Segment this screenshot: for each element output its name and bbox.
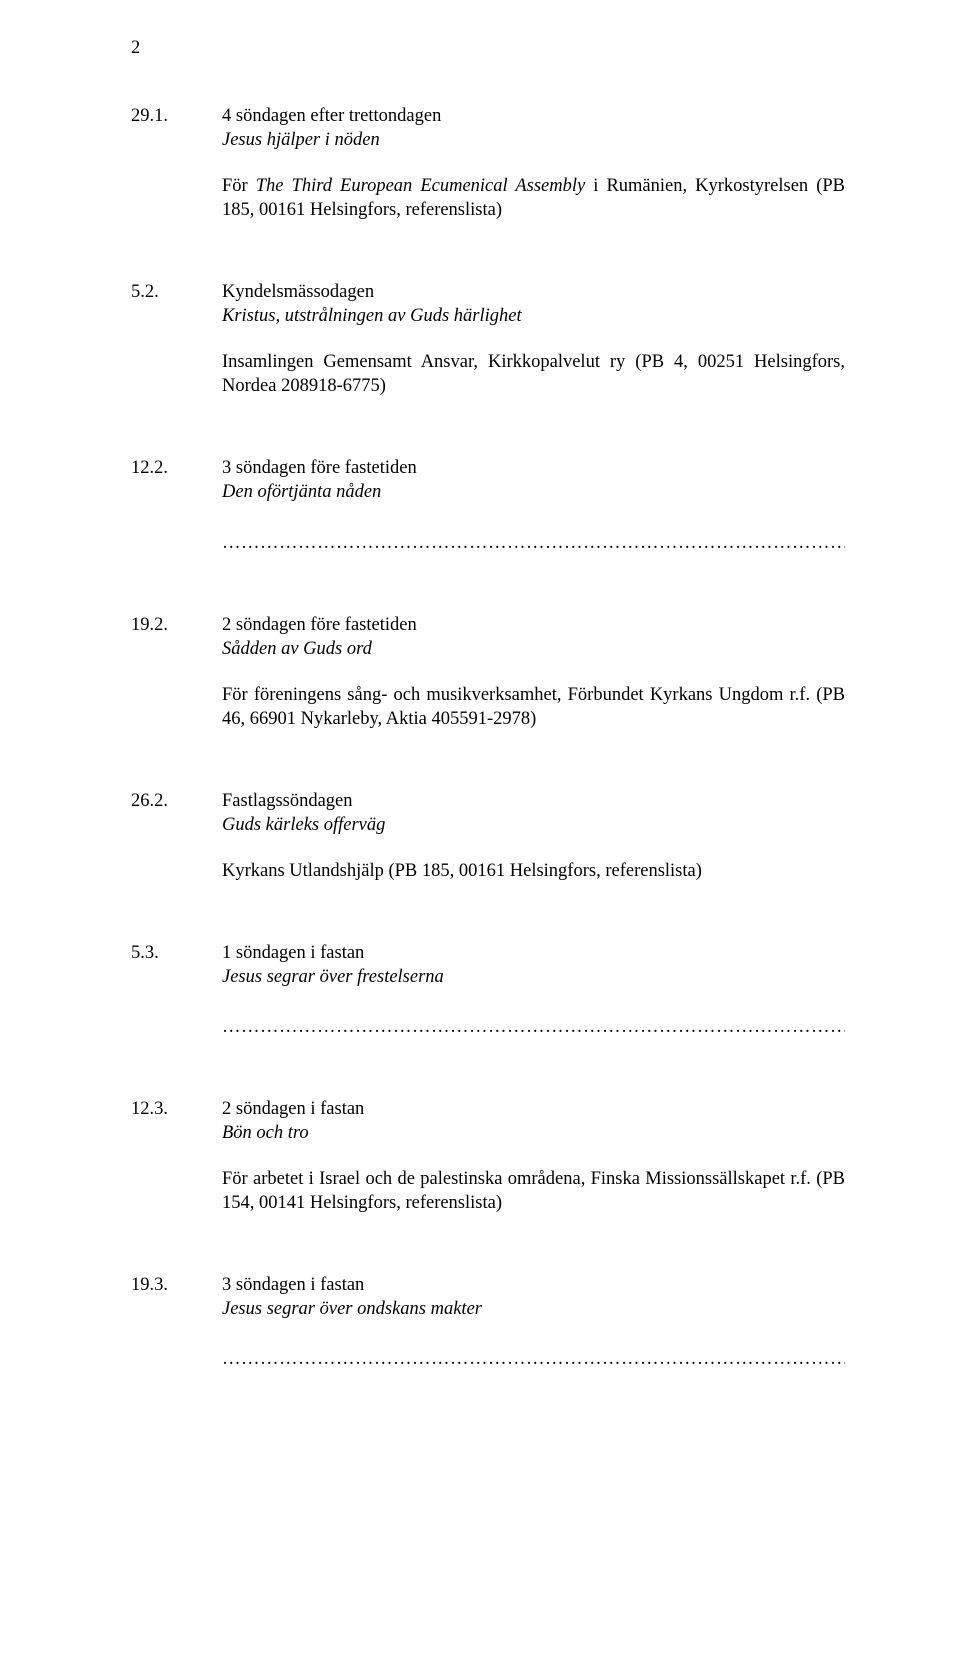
entry-body-text: För — [222, 176, 256, 196]
entry-body: Kyrkans Utlandshjälp (PB 185, 00161 Hels… — [222, 859, 845, 883]
entry-head: 12.2.3 söndagen före fastetidenDen ofört… — [131, 456, 845, 504]
entry-head: 19.3.3 söndagen i fastanJesus segrar öve… — [131, 1273, 845, 1321]
entry-heading: 2 söndagen i fastanBön och tro — [222, 1097, 845, 1145]
entry-date: 29.1. — [131, 104, 222, 128]
entry-head: 12.3.2 söndagen i fastanBön och tro — [131, 1097, 845, 1145]
entry-subtitle: Jesus hjälper i nöden — [222, 128, 845, 152]
entry-heading: 2 söndagen före fastetidenSådden av Guds… — [222, 613, 845, 661]
entry-date: 12.2. — [131, 456, 222, 480]
entry-subtitle: Sådden av Guds ord — [222, 637, 845, 661]
entry-subtitle: Jesus segrar över ondskans makter — [222, 1297, 845, 1321]
calendar-entry: 12.2.3 söndagen före fastetidenDen ofört… — [131, 456, 845, 554]
entry-body-text: Insamlingen Gemensamt Ansvar, Kirkkopalv… — [222, 352, 845, 396]
entry-title: Fastlagssöndagen — [222, 789, 845, 813]
entry-title: 1 söndagen i fastan — [222, 941, 845, 965]
entry-body: För arbetet i Israel och de palestinska … — [222, 1167, 845, 1215]
entries-list: 29.1.4 söndagen efter trettondagenJesus … — [131, 104, 845, 1371]
entry-date: 5.3. — [131, 941, 222, 965]
calendar-entry: 19.3.3 söndagen i fastanJesus segrar öve… — [131, 1273, 845, 1371]
calendar-entry: 19.2.2 söndagen före fastetidenSådden av… — [131, 613, 845, 731]
calendar-entry: 12.3.2 söndagen i fastanBön och tro För a… — [131, 1097, 845, 1215]
entry-subtitle: Jesus segrar över frestelserna — [222, 965, 845, 989]
calendar-entry: 26.2.FastlagssöndagenGuds kärleks offerv… — [131, 789, 845, 883]
entry-body-italic: The Third European Ecumenical Assembly — [256, 176, 585, 196]
entry-body: För föreningens sång- och musikverksamhe… — [222, 683, 845, 731]
entry-subtitle: Guds kärleks offerväg — [222, 813, 845, 837]
entry-heading: KyndelsmässodagenKristus, utstrålningen … — [222, 280, 845, 328]
entry-title: 3 söndagen före fastetiden — [222, 456, 845, 480]
entry-title: 2 söndagen i fastan — [222, 1097, 845, 1121]
calendar-entry: 5.2.KyndelsmässodagenKristus, utstrålnin… — [131, 280, 845, 398]
entry-body: För The Third European Ecumenical Assemb… — [222, 174, 845, 222]
entry-date: 12.3. — [131, 1097, 222, 1121]
entry-title: 4 söndagen efter trettondagen — [222, 104, 845, 128]
calendar-entry: 5.3.1 söndagen i fastanJesus segrar över… — [131, 941, 845, 1039]
entry-heading: 4 söndagen efter trettondagenJesus hjälp… — [222, 104, 845, 152]
entry-heading: 1 söndagen i fastanJesus segrar över fre… — [222, 941, 845, 989]
entry-body-text: För arbetet i Israel och de palestinska … — [222, 1169, 845, 1213]
calendar-entry: 29.1.4 söndagen efter trettondagenJesus … — [131, 104, 845, 222]
entry-subtitle: Kristus, utstrålningen av Guds härlighet — [222, 304, 845, 328]
entry-head: 19.2.2 söndagen före fastetidenSådden av… — [131, 613, 845, 661]
entry-date: 26.2. — [131, 789, 222, 813]
entry-title: 3 söndagen i fastan — [222, 1273, 845, 1297]
entry-subtitle: Bön och tro — [222, 1121, 845, 1145]
entry-title: Kyndelsmässodagen — [222, 280, 845, 304]
entry-title: 2 söndagen före fastetiden — [222, 613, 845, 637]
entry-subtitle: Den oförtjänta nåden — [222, 480, 845, 504]
entry-head: 5.2.KyndelsmässodagenKristus, utstrålnin… — [131, 280, 845, 328]
entry-head: 5.3.1 söndagen i fastanJesus segrar över… — [131, 941, 845, 989]
entry-body: Insamlingen Gemensamt Ansvar, Kirkkopalv… — [222, 350, 845, 398]
entry-date: 5.2. — [131, 280, 222, 304]
entry-date: 19.2. — [131, 613, 222, 637]
entry-heading: 3 söndagen i fastanJesus segrar över ond… — [222, 1273, 845, 1321]
dotted-fill-line: ……………………………………………………………………………………… — [222, 1015, 845, 1039]
entry-heading: 3 söndagen före fastetidenDen oförtjänta… — [222, 456, 845, 504]
entry-body-text: Kyrkans Utlandshjälp (PB 185, 00161 Hels… — [222, 861, 702, 881]
page-number: 2 — [131, 36, 845, 60]
document-page: 2 29.1.4 söndagen efter trettondagenJesu… — [0, 0, 960, 1673]
dotted-fill-line: ……………………………………………………………………………………… — [222, 1347, 845, 1371]
entry-head: 29.1.4 söndagen efter trettondagenJesus … — [131, 104, 845, 152]
entry-date: 19.3. — [131, 1273, 222, 1297]
entry-head: 26.2.FastlagssöndagenGuds kärleks offerv… — [131, 789, 845, 837]
entry-heading: FastlagssöndagenGuds kärleks offerväg — [222, 789, 845, 837]
dotted-fill-line: ……………………………………………………………………………………… — [222, 531, 845, 555]
entry-body-text: För föreningens sång- och musikverksamhe… — [222, 685, 845, 729]
